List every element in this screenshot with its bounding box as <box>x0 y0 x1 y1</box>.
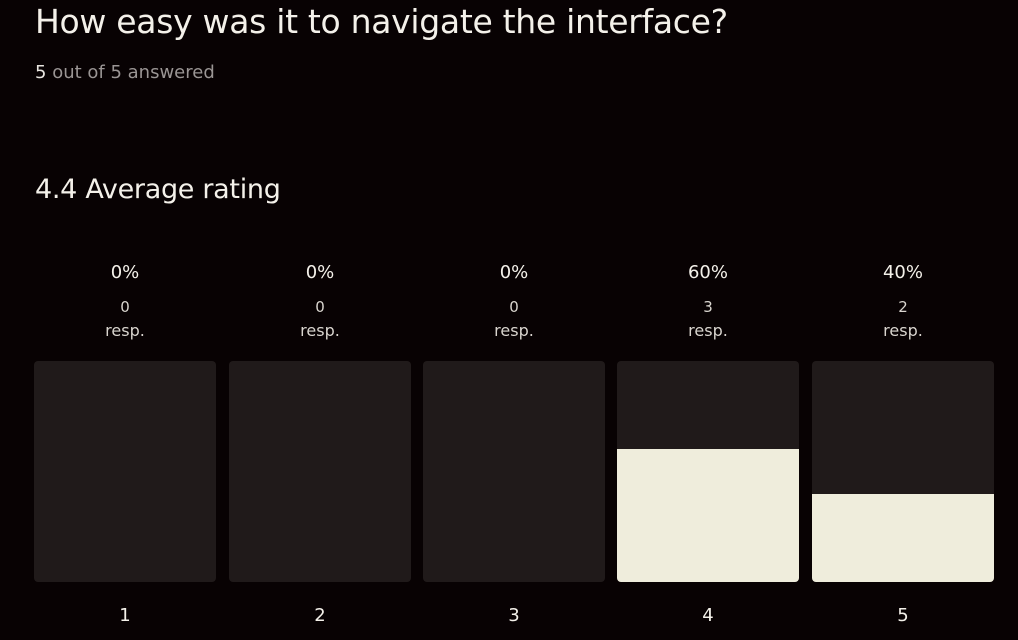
rating-bar <box>34 361 216 582</box>
rating-percent: 60% <box>687 262 728 283</box>
rating-count: 0 <box>120 298 130 316</box>
rating-unit: resp. <box>688 321 728 340</box>
answered-summary: 5 out of 5 answered <box>35 62 215 83</box>
rating-count: 0 <box>315 298 325 316</box>
rating-bar <box>812 361 994 582</box>
rating-label: 4 <box>702 605 714 626</box>
rating-bar <box>617 361 799 582</box>
rating-percent: 40% <box>882 262 923 283</box>
rating-label: 2 <box>314 605 326 626</box>
average-rating: 4.4 Average rating <box>35 174 281 205</box>
rating-unit: resp. <box>494 321 534 340</box>
rating-label: 3 <box>508 605 520 626</box>
rating-column-2: 0% 0 resp. 2 <box>229 0 411 640</box>
rating-bar-fill <box>812 494 994 582</box>
rating-bar <box>229 361 411 582</box>
rating-percent: 0% <box>305 262 335 283</box>
rating-column-3: 0% 0 resp. 3 <box>423 0 605 640</box>
rating-label: 1 <box>119 605 131 626</box>
rating-count: 2 <box>898 298 908 316</box>
rating-unit: resp. <box>105 321 145 340</box>
rating-column-5: 40% 2 resp. 5 <box>812 0 994 640</box>
rating-bar-fill <box>617 449 799 582</box>
rating-percent: 0% <box>110 262 140 283</box>
rating-unit: resp. <box>300 321 340 340</box>
rating-label: 5 <box>897 605 909 626</box>
answered-count: 5 <box>35 62 47 83</box>
rating-column-4: 60% 3 resp. 4 <box>617 0 799 640</box>
rating-bar <box>423 361 605 582</box>
rating-count: 0 <box>509 298 519 316</box>
rating-column-1: 0% 0 resp. 1 <box>34 0 216 640</box>
rating-count: 3 <box>703 298 713 316</box>
answered-text: out of 5 answered <box>52 62 215 83</box>
rating-unit: resp. <box>883 321 923 340</box>
question-title: How easy was it to navigate the interfac… <box>35 2 728 41</box>
rating-percent: 0% <box>499 262 529 283</box>
